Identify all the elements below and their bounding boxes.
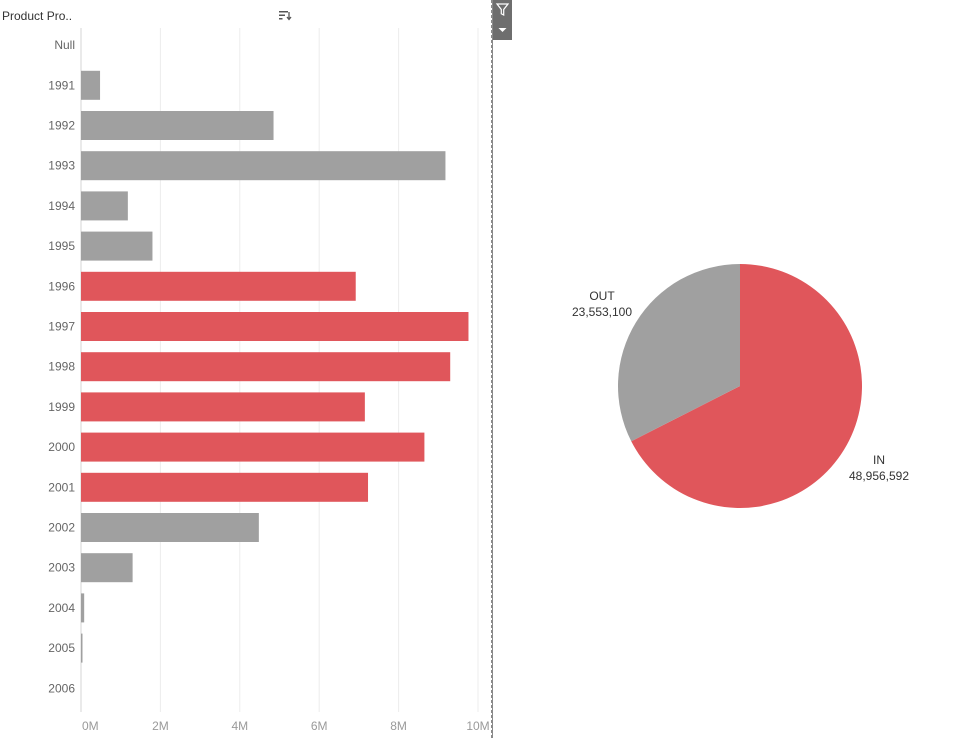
bar-2002[interactable] (81, 513, 259, 542)
bar-1996[interactable] (81, 271, 356, 301)
category-label: 1998 (48, 360, 75, 374)
category-label: 2000 (48, 440, 75, 454)
category-label: 2001 (48, 480, 75, 494)
bar-1995[interactable] (81, 231, 153, 261)
bar-chart: 0M 2M 4M 6M 8M 10M Null 1991 1992 1993 1994 1995 199… (48, 28, 490, 733)
sort-descending-icon[interactable] (278, 8, 292, 22)
bar-2000[interactable] (81, 432, 425, 462)
bar-1997[interactable] (81, 312, 469, 341)
category-label: 1997 (48, 320, 75, 334)
category-label: 1991 (48, 78, 75, 92)
category-label: 1995 (48, 239, 75, 253)
pie-slice-out[interactable] (618, 264, 740, 442)
bar-2003[interactable] (81, 553, 133, 583)
bar-1999[interactable] (81, 392, 365, 422)
pie-slice-in[interactable] (631, 264, 862, 508)
x-tick-label: 10M (466, 719, 489, 733)
category-label: Null (54, 38, 75, 52)
pie-label-out-name: OUT (589, 289, 615, 303)
category-label: 2006 (48, 681, 75, 695)
caret-down-icon (498, 28, 507, 32)
category-label: 2003 (48, 561, 75, 575)
category-label: 2004 (48, 601, 75, 615)
bar-1991[interactable] (81, 70, 101, 100)
category-label: 1996 (48, 279, 75, 293)
category-label: 1999 (48, 400, 75, 414)
pie-label-in-name: IN (873, 453, 885, 467)
pie-label-in: IN 48,956,592 (833, 452, 925, 484)
pie-label-out-value: 23,553,100 (571, 305, 633, 319)
category-label: 2002 (48, 521, 75, 535)
filter-button[interactable] (493, 0, 512, 40)
pane-divider[interactable] (491, 0, 493, 738)
bar-1993[interactable] (81, 151, 446, 181)
category-label: 1992 (48, 119, 75, 133)
bar-1992[interactable] (81, 111, 274, 140)
category-label: 2005 (48, 641, 75, 655)
bar-1998[interactable] (81, 352, 451, 382)
x-tick-label: 2M (152, 719, 169, 733)
pie-label-in-value: 48,956,592 (848, 469, 910, 483)
pie-chart (618, 264, 862, 508)
x-tick-label: 4M (231, 719, 248, 733)
x-tick-label: 8M (390, 719, 407, 733)
bar-2004[interactable] (81, 593, 85, 623)
x-tick-label: 6M (311, 719, 328, 733)
field-header-label[interactable]: Product Pro.. (2, 9, 73, 23)
bar-2001[interactable] (81, 472, 369, 502)
x-tick-label: 0M (82, 719, 99, 733)
filter-icon (495, 3, 510, 16)
category-label: 1994 (48, 199, 75, 213)
bar-2005[interactable] (81, 633, 83, 663)
pie-label-out: OUT 23,553,100 (556, 288, 648, 320)
bar-1994[interactable] (81, 191, 128, 221)
category-label: 1993 (48, 159, 75, 173)
